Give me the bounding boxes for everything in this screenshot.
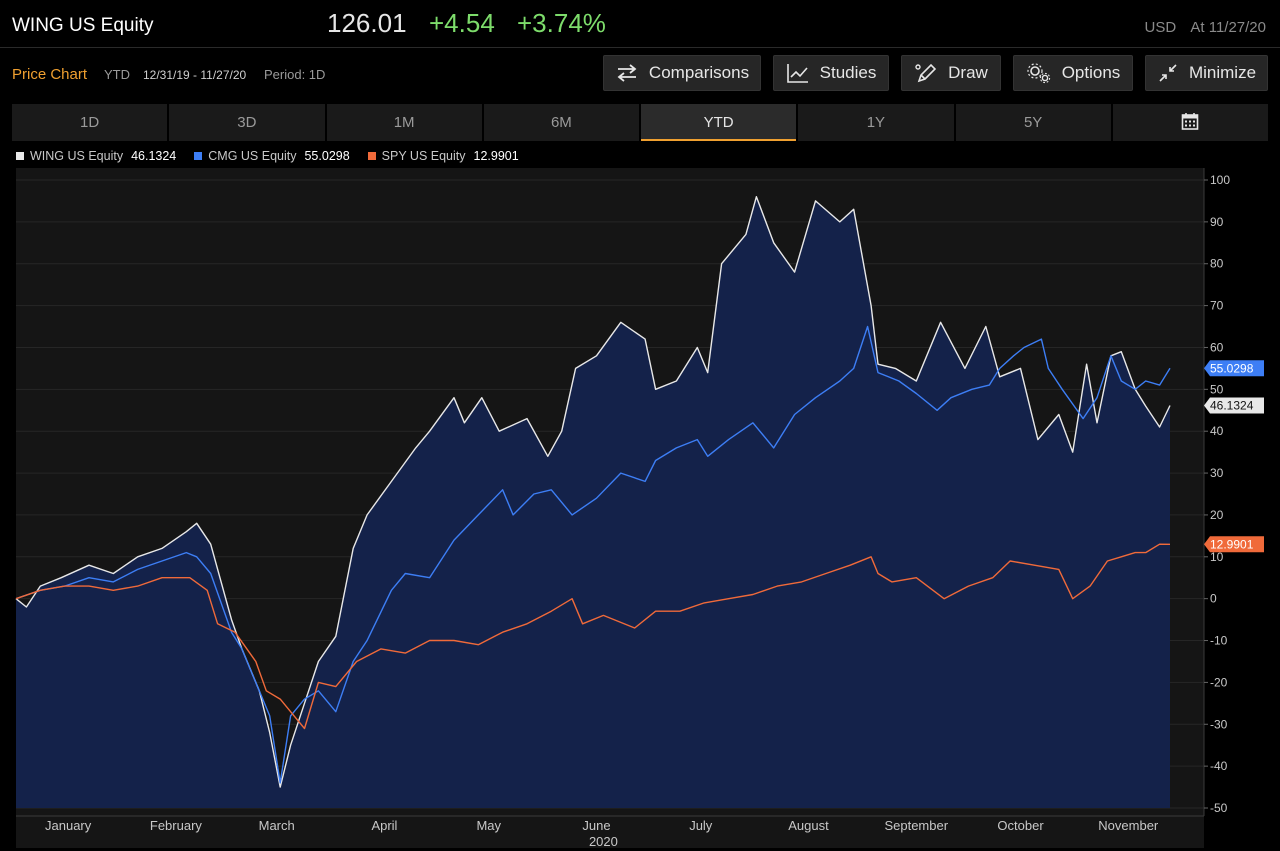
- studies-button[interactable]: Studies: [773, 55, 889, 91]
- y-tick-label: -10: [1210, 634, 1228, 648]
- calendar-icon: [1181, 112, 1199, 134]
- legend-label-spy: SPY US Equity: [381, 149, 466, 163]
- swap-arrows-icon: [615, 63, 639, 83]
- y-tick-label: 40: [1210, 424, 1224, 438]
- y-tick-label: -50: [1210, 801, 1228, 815]
- area-fill-wing: [16, 196, 1170, 808]
- y-tick-label: 100: [1210, 173, 1230, 187]
- minimize-button[interactable]: Minimize: [1145, 55, 1268, 91]
- legend-value-cmg: 55.0298: [304, 149, 350, 163]
- y-tick-label: -40: [1210, 759, 1228, 773]
- tab-calendar[interactable]: [1112, 104, 1268, 141]
- currency-asof: USD At 11/27/20: [1145, 19, 1266, 36]
- y-tick-label: 20: [1210, 508, 1224, 522]
- y-tick-label: 80: [1210, 257, 1224, 271]
- series-lines: [15, 196, 1171, 788]
- y-tick-label: 30: [1210, 466, 1224, 480]
- last-value-tag-wing: 46.1324: [1204, 397, 1264, 414]
- last-value-tags: 46.1324 55.0298 12.9901: [1204, 360, 1264, 553]
- last-value-tag-text-spy: 12.9901: [1210, 537, 1254, 551]
- legend-swatch-spy: [367, 152, 376, 160]
- percent-change: +3.74%: [517, 8, 606, 38]
- as-of-date: At 11/27/20: [1190, 19, 1266, 36]
- quote-header: WING US Equity 126.01 +4.54 +3.74% USD A…: [0, 0, 1280, 48]
- last-value-tag-bg-wing: [1204, 397, 1264, 414]
- tab-3d[interactable]: 3D: [169, 104, 325, 141]
- options-label: Options: [1061, 63, 1121, 82]
- tab-1y[interactable]: 1Y: [798, 104, 954, 141]
- y-tick-label: 10: [1210, 550, 1224, 564]
- last-value-tag-bg-spy: [1204, 536, 1264, 553]
- tab-ytd[interactable]: YTD: [641, 104, 797, 141]
- studies-label: Studies: [819, 63, 877, 82]
- ticker-title[interactable]: WING US Equity: [12, 15, 154, 36]
- last-value-tag-cmg: 55.0298: [1204, 360, 1264, 377]
- y-tick-label: 90: [1210, 215, 1224, 229]
- legend-value-spy: 12.9901: [473, 149, 519, 163]
- pen-icon: [914, 62, 938, 84]
- legend-cmg[interactable]: CMG US Equity 55.0298: [194, 149, 350, 163]
- chart-toolbar: Price Chart YTD 12/31/19 - 11/27/20 Peri…: [0, 48, 1280, 102]
- series-area: [16, 196, 1170, 808]
- x-axis: January February March April May June July Augu…: [16, 815, 1204, 849]
- tab-1d[interactable]: 1D: [12, 104, 168, 141]
- collapse-arrows-icon: [1157, 62, 1179, 84]
- x-tick-label: November: [1098, 818, 1159, 833]
- period-label[interactable]: Period: 1D: [264, 67, 326, 82]
- x-tick-label: July: [689, 818, 713, 833]
- x-tick-label: April: [371, 818, 397, 833]
- x-tick-label: February: [150, 818, 203, 833]
- net-change: +4.54: [429, 8, 495, 38]
- options-button[interactable]: Options: [1013, 55, 1133, 91]
- last-value-tag-spy: 12.9901: [1204, 536, 1264, 553]
- x-tick-label: March: [259, 818, 295, 833]
- chart-title: Price Chart: [12, 66, 88, 83]
- draw-label: Draw: [948, 63, 988, 82]
- x-tick-label: June: [582, 818, 610, 833]
- x-tick-label: May: [476, 818, 501, 833]
- x-tick-label: January: [45, 818, 92, 833]
- x-year-label: 2020: [589, 834, 618, 849]
- last-value-tag-text-cmg: 55.0298: [1210, 361, 1254, 375]
- gears-icon: [1026, 62, 1052, 84]
- series-line-cmg[interactable]: [15, 325, 1171, 784]
- tab-1m[interactable]: 1M: [326, 104, 482, 141]
- last-value-tag-bg-cmg: [1204, 360, 1264, 377]
- range-code: YTD: [104, 67, 130, 82]
- legend-spy[interactable]: SPY US Equity 12.9901: [367, 149, 519, 163]
- x-tick-label: October: [997, 818, 1044, 833]
- last-value-tag-text-wing: 46.1324: [1210, 399, 1254, 413]
- comparisons-button[interactable]: Comparisons: [603, 55, 761, 91]
- y-tick-label: -30: [1210, 717, 1228, 731]
- y-tick-label: -20: [1210, 675, 1228, 689]
- legend-swatch-wing: [16, 152, 24, 160]
- draw-button[interactable]: Draw: [901, 55, 1001, 91]
- legend-value-wing: 46.1324: [131, 149, 177, 163]
- minimize-label: Minimize: [1188, 63, 1257, 82]
- period-tabs: 1D 3D 1M 6M YTD 1Y 5Y: [12, 104, 1268, 141]
- legend-label-cmg: CMG US Equity: [208, 149, 297, 163]
- comparisons-label: Comparisons: [648, 63, 750, 82]
- chart-legend: WING US Equity 46.1324 CMG US Equity 55.…: [16, 149, 519, 163]
- tab-5y[interactable]: 5Y: [955, 104, 1111, 141]
- legend-label-wing: WING US Equity: [30, 149, 124, 163]
- x-tick-label: September: [884, 818, 948, 833]
- line-chart-icon: [786, 62, 810, 84]
- y-tick-label: 50: [1210, 382, 1224, 396]
- series-line-spy[interactable]: [15, 543, 1171, 730]
- series-line-wing[interactable]: [15, 196, 1171, 788]
- currency: USD: [1144, 19, 1177, 36]
- date-range: 12/31/19 - 11/27/20: [143, 68, 247, 82]
- last-price: 126.01: [327, 8, 407, 38]
- x-tick-label: August: [788, 818, 829, 833]
- legend-wing[interactable]: WING US Equity 46.1324: [16, 149, 176, 163]
- y-tick-label: 60: [1210, 340, 1224, 354]
- tab-6m[interactable]: 6M: [483, 104, 639, 141]
- y-tick-label: 0: [1210, 592, 1217, 606]
- y-tick-label: 70: [1210, 299, 1224, 313]
- legend-swatch-cmg: [194, 152, 203, 160]
